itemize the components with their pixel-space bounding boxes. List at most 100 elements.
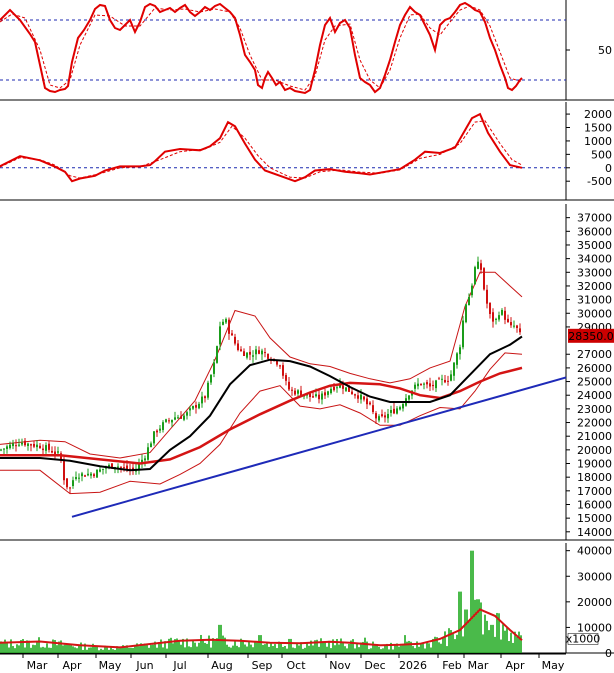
volume-bar xyxy=(340,638,342,653)
volume-bar xyxy=(8,647,10,653)
volume-bar xyxy=(120,647,122,653)
volume-bar xyxy=(394,644,396,653)
volume-bar xyxy=(196,646,198,653)
candle-body xyxy=(51,450,53,453)
volume-bar xyxy=(366,641,368,653)
volume-bar xyxy=(238,647,240,653)
volume-bar xyxy=(276,648,278,653)
volume-bar xyxy=(220,624,222,653)
candle-body xyxy=(123,467,125,469)
volume-bar xyxy=(364,637,366,653)
bollinger-lower-band xyxy=(0,352,523,495)
volume-bar xyxy=(198,642,200,653)
volume-bar xyxy=(2,642,4,653)
candle-body xyxy=(357,395,359,399)
candle-body xyxy=(291,389,293,391)
candle-body xyxy=(255,349,257,355)
volume-bar xyxy=(222,635,224,653)
volume-bar xyxy=(102,649,104,653)
volume-bar xyxy=(490,624,492,653)
volume-bar xyxy=(358,647,360,653)
volume-bar xyxy=(350,640,352,653)
volume-bar xyxy=(258,635,260,653)
candle-body xyxy=(228,319,230,334)
volume-bar xyxy=(270,642,272,653)
volume-bar xyxy=(214,640,216,653)
volume-bar xyxy=(124,646,126,653)
volume-bar xyxy=(406,641,408,653)
volume-bar xyxy=(128,647,130,653)
volume-bar xyxy=(470,550,472,653)
volume-bar xyxy=(434,636,436,653)
volume-bar xyxy=(62,645,64,653)
volume-bar xyxy=(274,644,276,653)
volume-bar xyxy=(246,646,248,653)
volume-bar xyxy=(218,624,220,653)
x-tick-label: Apr xyxy=(62,659,82,672)
volume-bar xyxy=(18,645,20,653)
volume-bar xyxy=(110,647,112,653)
bollinger-upper-band xyxy=(0,271,523,459)
volume-bar xyxy=(436,637,438,653)
candle-body xyxy=(210,374,212,383)
volume-bar xyxy=(212,638,214,653)
volume-bar xyxy=(298,645,300,653)
candle-body xyxy=(360,394,362,400)
volume-bar xyxy=(520,635,522,653)
last-price-label: 28350.0 xyxy=(568,330,614,343)
volume-bar xyxy=(6,643,8,653)
volume-bar xyxy=(76,648,78,653)
candle-body xyxy=(423,383,425,385)
macd-ytick-label: 2000 xyxy=(584,108,612,121)
volume-bar xyxy=(54,640,56,653)
candle-body xyxy=(156,430,158,433)
volume-bar xyxy=(412,646,414,653)
volume-bar xyxy=(148,647,150,653)
volume-bar xyxy=(368,649,370,653)
volume-bar xyxy=(72,646,74,653)
volume-bar xyxy=(512,642,514,653)
rsi-line xyxy=(0,1,523,95)
candle-body xyxy=(159,428,161,431)
volume-bar xyxy=(60,640,62,653)
volume-bar xyxy=(244,644,246,653)
candle-body xyxy=(462,320,464,348)
support-trendline xyxy=(71,376,567,518)
volume-bar xyxy=(84,643,86,653)
candle-body xyxy=(309,393,311,397)
candle-body xyxy=(312,396,314,398)
candle-body xyxy=(54,451,56,455)
volume-ytick-label: 20000 xyxy=(577,596,612,609)
candle-body xyxy=(27,443,29,446)
volume-bar xyxy=(414,648,416,653)
volume-bar xyxy=(188,646,190,653)
volume-bar xyxy=(170,637,172,653)
volume-bar xyxy=(314,640,316,653)
volume-bar xyxy=(266,642,268,653)
volume-bar xyxy=(344,646,346,653)
candle-body xyxy=(66,478,68,488)
volume-bar xyxy=(216,638,218,653)
x-tick-label: Sep xyxy=(252,659,273,672)
price-ytick-label: 27000 xyxy=(577,348,612,361)
candle-body xyxy=(465,304,467,323)
volume-ytick-label: 30000 xyxy=(577,570,612,583)
volume-bar xyxy=(354,648,356,653)
candle-body xyxy=(471,285,473,296)
volume-bar xyxy=(426,642,428,653)
volume-bar xyxy=(44,647,46,653)
candle-body xyxy=(507,318,509,323)
volume-bar xyxy=(438,642,440,653)
candle-body xyxy=(42,448,44,451)
x-tick-label: May xyxy=(99,659,122,672)
volume-bar xyxy=(88,647,90,653)
candle-body xyxy=(126,465,128,470)
volume-bar xyxy=(256,642,258,653)
candle-body xyxy=(294,390,296,395)
volume-bar xyxy=(172,643,174,653)
volume-bar xyxy=(332,639,334,653)
x-tick-label: Dec xyxy=(364,659,385,672)
candle-body xyxy=(150,443,152,448)
candle-body xyxy=(252,355,254,357)
price-ytick-label: 34000 xyxy=(577,253,612,266)
